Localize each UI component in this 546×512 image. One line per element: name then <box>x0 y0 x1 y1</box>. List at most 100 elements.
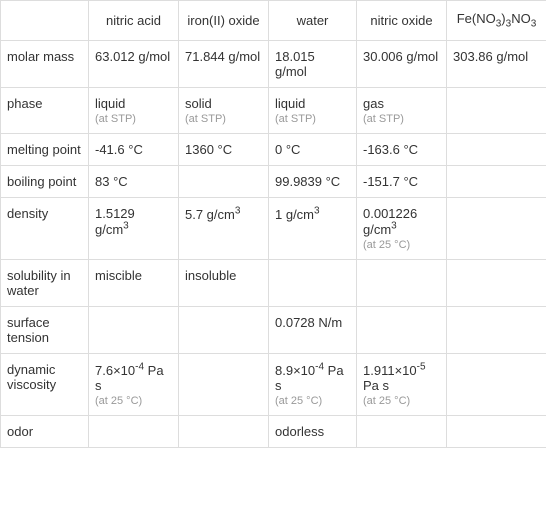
table-cell: 5.7 g/cm3 <box>179 197 269 259</box>
header-col-5: Fe(NO3)3NO3 <box>447 1 546 41</box>
table-row: surface tension 0.0728 N/m <box>1 306 546 353</box>
cell-value: -41.6 °C <box>95 142 143 157</box>
cell-value: insoluble <box>185 268 236 283</box>
table-row: molar mass 63.012 g/mol 71.844 g/mol 18.015… <box>1 40 546 87</box>
cell-value: 83 °C <box>95 174 128 189</box>
cell-subtext: (at 25 °C) <box>363 395 440 407</box>
table-cell <box>357 306 447 353</box>
table-cell: 99.9839 °C <box>269 165 357 197</box>
table-cell: 1 g/cm3 <box>269 197 357 259</box>
table-cell <box>179 416 269 448</box>
row-label: dynamic viscosity <box>1 353 89 415</box>
row-label: surface tension <box>1 306 89 353</box>
properties-table: nitric acidiron(II) oxidewaternitric oxi… <box>0 0 546 448</box>
row-label: molar mass <box>1 40 89 87</box>
row-label: boiling point <box>1 165 89 197</box>
table-cell: 1.5129 g/cm3 <box>89 197 179 259</box>
cell-value: 0.001226 g/cm3 <box>363 206 417 237</box>
cell-value: 1 g/cm3 <box>275 207 320 222</box>
row-label: melting point <box>1 133 89 165</box>
table-cell: 0.001226 g/cm3 (at 25 °C) <box>357 197 447 259</box>
table-cell <box>447 416 546 448</box>
cell-subtext: (at 25 °C) <box>95 395 172 407</box>
cell-value: solid <box>185 96 212 111</box>
cell-value: odorless <box>275 424 324 439</box>
table-cell <box>89 416 179 448</box>
table-cell <box>89 306 179 353</box>
header-col-1: nitric acid <box>89 1 179 41</box>
cell-value: 0 °C <box>275 142 300 157</box>
table-row: melting point -41.6 °C 1360 °C 0 °C -163.6 °… <box>1 133 546 165</box>
table-cell: 8.9×10-4 Pa s(at 25 °C) <box>269 353 357 415</box>
table-row: dynamic viscosity7.6×10-4 Pa s (at 25 °C)… <box>1 353 546 415</box>
header-row: nitric acidiron(II) oxidewaternitric oxi… <box>1 1 546 41</box>
cell-value: liquid <box>275 96 305 111</box>
header-col-3: water <box>269 1 357 41</box>
row-label: phase <box>1 87 89 133</box>
cell-subtext: (at STP) <box>363 113 440 125</box>
header-empty <box>1 1 89 41</box>
cell-value: 1360 °C <box>185 142 232 157</box>
table-cell <box>357 259 447 306</box>
table-cell: 63.012 g/mol <box>89 40 179 87</box>
table-cell: liquid (at STP) <box>89 87 179 133</box>
cell-value: gas <box>363 96 384 111</box>
table-cell: -41.6 °C <box>89 133 179 165</box>
cell-value: 71.844 g/mol <box>185 49 260 64</box>
table-cell <box>447 197 546 259</box>
cell-value: 0.0728 N/m <box>275 315 342 330</box>
row-label: solubility in water <box>1 259 89 306</box>
table-cell: gas (at STP) <box>357 87 447 133</box>
table-cell <box>357 416 447 448</box>
table-cell: odorless <box>269 416 357 448</box>
table-cell: 83 °C <box>89 165 179 197</box>
table-row: odor odorless <box>1 416 546 448</box>
table-cell: liquid (at STP) <box>269 87 357 133</box>
cell-value: liquid <box>95 96 125 111</box>
header-col-4: nitric oxide <box>357 1 447 41</box>
table-cell <box>447 353 546 415</box>
table-cell: 1360 °C <box>179 133 269 165</box>
table-cell: 18.015 g/mol <box>269 40 357 87</box>
table-row: density1.5129 g/cm3 5.7 g/cm3 1 g/cm3 0.001… <box>1 197 546 259</box>
cell-value: 303.86 g/mol <box>453 49 528 64</box>
table-cell: 7.6×10-4 Pa s (at 25 °C) <box>89 353 179 415</box>
cell-value: 99.9839 °C <box>275 174 340 189</box>
cell-value: 18.015 g/mol <box>275 49 315 79</box>
cell-value: 30.006 g/mol <box>363 49 438 64</box>
table-cell <box>179 353 269 415</box>
cell-value: 63.012 g/mol <box>95 49 170 64</box>
table-cell: -163.6 °C <box>357 133 447 165</box>
row-label: odor <box>1 416 89 448</box>
cell-value: -163.6 °C <box>363 142 418 157</box>
table-cell <box>179 165 269 197</box>
table-cell: -151.7 °C <box>357 165 447 197</box>
table-row: phaseliquid(at STP)solid(at STP)liquid(a… <box>1 87 546 133</box>
header-col-2: iron(II) oxide <box>179 1 269 41</box>
row-label: density <box>1 197 89 259</box>
cell-subtext: (at STP) <box>95 113 172 125</box>
table-cell: 71.844 g/mol <box>179 40 269 87</box>
table-row: boiling point 83 °C 99.9839 °C -151.7 °C <box>1 165 546 197</box>
table-cell: 1.911×10-5 Pa s (at 25 °C) <box>357 353 447 415</box>
table-cell: solid(at STP) <box>179 87 269 133</box>
cell-value: 7.6×10-4 Pa s <box>95 363 164 393</box>
table-row: solubility in water miscible insoluble <box>1 259 546 306</box>
cell-subtext: (at STP) <box>275 113 350 125</box>
table-cell <box>447 133 546 165</box>
table-cell: 0 °C <box>269 133 357 165</box>
cell-value: 5.7 g/cm3 <box>185 207 240 222</box>
cell-value: 1.911×10-5 Pa s <box>363 363 426 393</box>
cell-value: 8.9×10-4 Pa s <box>275 363 344 393</box>
cell-value: miscible <box>95 268 142 283</box>
table-cell <box>179 306 269 353</box>
cell-subtext: (at 25 °C) <box>363 239 440 251</box>
table-cell: miscible <box>89 259 179 306</box>
table-cell <box>447 259 546 306</box>
table-cell <box>269 259 357 306</box>
cell-value: 1.5129 g/cm3 <box>95 206 135 237</box>
table-cell <box>447 87 546 133</box>
table-cell: 0.0728 N/m <box>269 306 357 353</box>
table-cell: 303.86 g/mol <box>447 40 546 87</box>
table-cell: 30.006 g/mol <box>357 40 447 87</box>
